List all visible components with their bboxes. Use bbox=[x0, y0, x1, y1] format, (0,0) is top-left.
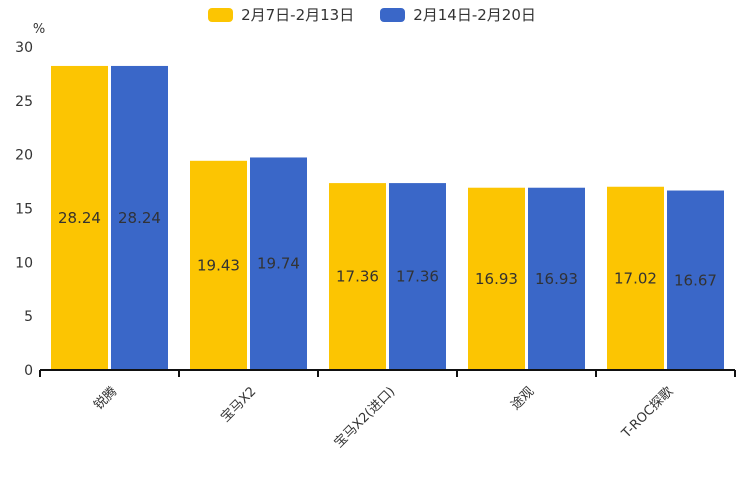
x-category-label: 锐腾 bbox=[91, 384, 121, 414]
bar-value-label: 17.36 bbox=[336, 268, 379, 286]
bar-value-label: 28.24 bbox=[118, 209, 161, 227]
y-tick-label: 30 bbox=[15, 40, 33, 56]
bar bbox=[528, 187, 585, 370]
bar-value-label: 19.43 bbox=[197, 256, 240, 274]
bar-value-label: 16.93 bbox=[475, 270, 518, 288]
bar bbox=[468, 187, 525, 370]
y-tick-label: 10 bbox=[15, 255, 33, 271]
x-category-label: 宝马X2(进口) bbox=[332, 384, 399, 451]
bar bbox=[667, 190, 724, 370]
legend-item-week2[interactable]: 2月14日-2月20日 bbox=[380, 6, 536, 24]
bar bbox=[111, 65, 168, 370]
bar bbox=[329, 183, 386, 370]
x-category-label: T-ROC探歌 bbox=[619, 384, 677, 442]
bar-value-label: 16.93 bbox=[535, 270, 578, 288]
bar-value-label: 28.24 bbox=[58, 209, 101, 227]
y-tick-label: 20 bbox=[15, 148, 33, 164]
x-category-label: 途观 bbox=[508, 384, 538, 414]
y-tick-label: 0 bbox=[24, 363, 33, 379]
bar bbox=[607, 186, 664, 370]
y-tick-label: 15 bbox=[15, 202, 33, 218]
bar-value-label: 19.74 bbox=[257, 255, 300, 273]
bar-value-label: 17.02 bbox=[614, 269, 657, 287]
bar-value-label: 17.36 bbox=[396, 268, 439, 286]
legend: 2月7日-2月13日 2月14日-2月20日 bbox=[0, 6, 744, 24]
bar bbox=[51, 65, 108, 370]
legend-swatch-week2-icon bbox=[380, 8, 406, 22]
y-tick-label: 25 bbox=[15, 94, 33, 110]
legend-item-week1[interactable]: 2月7日-2月13日 bbox=[208, 6, 354, 24]
bar-value-label: 16.67 bbox=[674, 271, 717, 289]
bar bbox=[250, 157, 307, 370]
y-axis-unit-label: % bbox=[33, 22, 45, 37]
legend-label-week2: 2月14日-2月20日 bbox=[413, 6, 536, 24]
bar bbox=[389, 183, 446, 370]
x-category-label: 宝马X2 bbox=[218, 384, 259, 425]
legend-label-week1: 2月7日-2月13日 bbox=[241, 6, 355, 24]
bar bbox=[190, 160, 247, 370]
y-tick-label: 5 bbox=[24, 309, 33, 325]
legend-swatch-week1-icon bbox=[208, 8, 234, 22]
